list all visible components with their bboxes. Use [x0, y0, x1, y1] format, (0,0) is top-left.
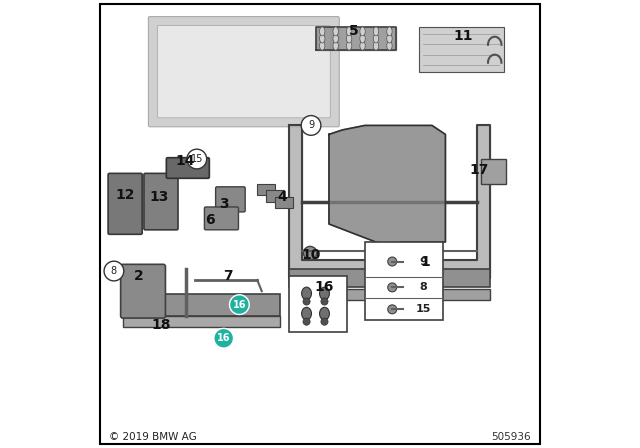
Text: 10: 10 [301, 248, 321, 263]
FancyBboxPatch shape [148, 17, 339, 127]
Ellipse shape [346, 34, 352, 43]
Bar [289, 289, 490, 300]
Ellipse shape [319, 41, 325, 50]
Text: 14: 14 [176, 154, 195, 168]
Bar [257, 184, 275, 195]
Ellipse shape [321, 318, 328, 325]
Circle shape [230, 295, 249, 314]
Ellipse shape [319, 27, 325, 36]
Polygon shape [316, 27, 396, 50]
Ellipse shape [360, 34, 365, 43]
Ellipse shape [319, 287, 330, 300]
Text: 12: 12 [115, 188, 135, 202]
Ellipse shape [319, 34, 325, 43]
Text: 8: 8 [111, 266, 117, 276]
Ellipse shape [387, 27, 392, 36]
Text: 16: 16 [315, 280, 334, 294]
Bar [289, 269, 490, 287]
Text: 505936: 505936 [491, 432, 531, 442]
Ellipse shape [319, 307, 330, 320]
Ellipse shape [301, 287, 312, 300]
Ellipse shape [346, 41, 352, 50]
Ellipse shape [303, 318, 310, 325]
Text: 6: 6 [205, 212, 215, 227]
Ellipse shape [303, 246, 317, 260]
Text: © 2019 BMW AG: © 2019 BMW AG [109, 432, 197, 442]
Ellipse shape [373, 27, 379, 36]
FancyBboxPatch shape [144, 173, 178, 230]
Ellipse shape [387, 41, 392, 50]
FancyBboxPatch shape [166, 158, 209, 178]
Text: 4: 4 [277, 190, 287, 204]
Text: 18: 18 [151, 318, 171, 332]
Ellipse shape [360, 41, 365, 50]
Text: 16: 16 [217, 333, 230, 343]
Ellipse shape [360, 27, 365, 36]
Text: 9: 9 [308, 121, 314, 130]
Ellipse shape [301, 307, 312, 320]
Text: 5: 5 [349, 24, 358, 39]
Ellipse shape [333, 34, 339, 43]
Ellipse shape [373, 34, 379, 43]
Text: 2: 2 [134, 268, 143, 283]
Bar [123, 316, 280, 327]
Ellipse shape [321, 298, 328, 305]
FancyBboxPatch shape [216, 187, 245, 212]
Text: 8: 8 [420, 282, 428, 293]
Text: 7: 7 [223, 268, 233, 283]
Text: 15: 15 [416, 304, 431, 314]
Ellipse shape [373, 41, 379, 50]
Bar [266, 190, 284, 202]
Circle shape [388, 257, 397, 266]
FancyBboxPatch shape [204, 207, 239, 230]
FancyBboxPatch shape [108, 173, 142, 234]
Bar [275, 197, 293, 208]
Text: 16: 16 [232, 300, 246, 310]
Ellipse shape [346, 27, 352, 36]
FancyBboxPatch shape [157, 26, 330, 118]
Text: 11: 11 [454, 29, 473, 43]
Bar [481, 159, 506, 184]
Bar [365, 242, 443, 320]
Text: 13: 13 [149, 190, 168, 204]
Text: 1: 1 [420, 255, 430, 269]
Text: 3: 3 [219, 197, 228, 211]
Ellipse shape [333, 27, 339, 36]
FancyBboxPatch shape [121, 264, 165, 318]
Circle shape [388, 305, 397, 314]
Circle shape [104, 261, 124, 281]
Polygon shape [329, 125, 445, 246]
Text: 17: 17 [469, 163, 489, 177]
Text: 15: 15 [191, 154, 203, 164]
Bar [289, 276, 347, 332]
Text: 9: 9 [420, 257, 428, 267]
Circle shape [214, 328, 234, 348]
Bar [123, 294, 280, 316]
Ellipse shape [303, 298, 310, 305]
Ellipse shape [333, 41, 339, 50]
Bar [419, 27, 504, 72]
Circle shape [187, 149, 207, 169]
Polygon shape [289, 125, 490, 278]
Circle shape [301, 116, 321, 135]
Ellipse shape [387, 34, 392, 43]
Circle shape [388, 283, 397, 292]
